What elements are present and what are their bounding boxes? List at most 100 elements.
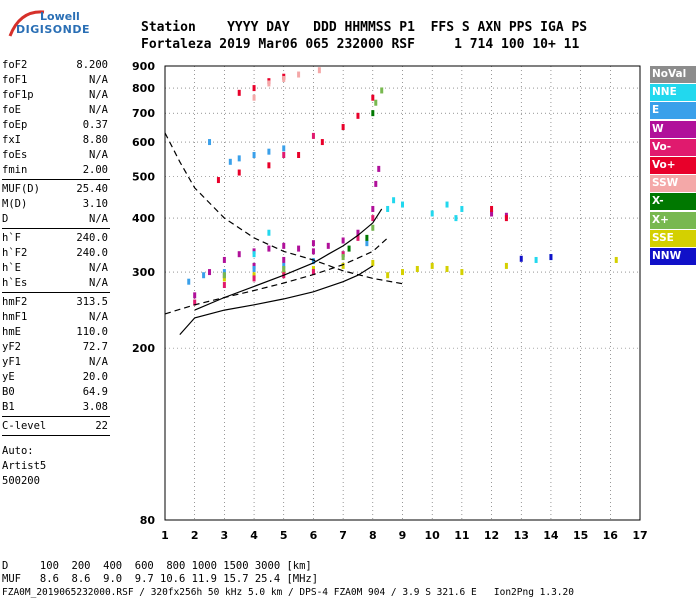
data-point — [534, 256, 538, 263]
param-row-hmf1: hmF1 N/A — [2, 310, 110, 325]
data-point — [282, 75, 286, 82]
data-point — [320, 139, 324, 146]
data-point — [504, 262, 508, 269]
legend-item-noval: NoVal — [650, 66, 696, 83]
data-point — [252, 262, 256, 269]
param-row-fof1: foF1 N/A — [2, 73, 110, 88]
data-point — [386, 272, 390, 279]
y-tick-label: 800 — [132, 82, 155, 95]
y-tick-label: 900 — [132, 60, 155, 73]
param-value: 72.7 — [82, 341, 108, 353]
data-point — [252, 265, 256, 272]
data-point — [415, 265, 419, 272]
data-point — [267, 245, 271, 252]
data-point — [208, 269, 212, 276]
data-point — [614, 256, 618, 263]
data-point — [371, 215, 375, 222]
param-label: foF2 — [2, 59, 28, 71]
data-point — [252, 85, 256, 92]
data-point — [208, 139, 212, 146]
data-point — [282, 242, 286, 249]
data-point — [374, 99, 378, 106]
legend-item-x-: X- — [650, 193, 696, 211]
data-point — [252, 251, 256, 258]
data-point — [311, 258, 315, 265]
plot-frame — [164, 65, 641, 521]
data-point — [202, 272, 206, 279]
data-point — [282, 145, 286, 152]
y-tick-label: 600 — [132, 136, 155, 149]
data-point — [311, 248, 315, 255]
separator — [2, 179, 110, 180]
param-value: N/A — [89, 149, 108, 161]
data-point — [252, 151, 256, 158]
data-point — [311, 269, 315, 276]
param-row-mufd: MUF(D) 25.40 — [2, 182, 110, 197]
data-point — [222, 272, 226, 279]
data-point — [317, 67, 321, 74]
data-point — [430, 210, 434, 217]
trace-curve — [179, 265, 374, 335]
profile-curve-dashed — [164, 132, 403, 285]
data-point — [341, 237, 345, 244]
data-point — [282, 151, 286, 158]
param-value: 313.5 — [76, 296, 108, 308]
profile-curve-dashed — [164, 237, 389, 315]
param-label: M(D) — [2, 198, 28, 210]
param-value: N/A — [89, 213, 108, 225]
param-value: 3.10 — [82, 198, 108, 210]
file-info-row: FZA0M_2019065232000.RSF / 320fx256h 50 k… — [2, 587, 574, 598]
data-point — [374, 180, 378, 187]
param-value: 22 — [95, 420, 108, 432]
data-point — [282, 269, 286, 276]
trace-curve — [194, 208, 383, 311]
param-row-ye: yE 20.0 — [2, 370, 110, 385]
data-point — [282, 256, 286, 263]
param-label: h`Es — [2, 277, 28, 289]
separator — [2, 292, 110, 293]
x-tick-label: 10 — [425, 529, 441, 542]
data-point — [252, 94, 256, 101]
param-row-md: M(D) 3.10 — [2, 197, 110, 212]
y-tick-label: 400 — [132, 212, 155, 225]
x-tick-label: 12 — [484, 529, 499, 542]
logo-swoosh-icon — [8, 10, 45, 37]
param-label: B0 — [2, 386, 15, 398]
param-value: N/A — [89, 356, 108, 368]
param-value: 20.0 — [82, 371, 108, 383]
logo-lowell: Lowell — [40, 10, 80, 23]
param-row-fmin: fmin 2.00 — [2, 163, 110, 178]
param-label: C-level — [2, 420, 47, 432]
data-point — [237, 155, 241, 162]
param-row-yf2: yF2 72.7 — [2, 340, 110, 355]
data-point — [267, 229, 271, 236]
param-row-foes: foEs N/A — [2, 148, 110, 163]
param-row-fof1p: foF1p N/A — [2, 88, 110, 103]
data-point — [356, 112, 360, 119]
separator — [2, 228, 110, 229]
param-label: MUF(D) — [2, 183, 40, 195]
data-point — [519, 255, 523, 262]
param-row-fof2: foF2 8.200 — [2, 58, 110, 73]
param-value: N/A — [89, 262, 108, 274]
param-value: N/A — [89, 89, 108, 101]
data-point — [252, 272, 256, 279]
y-tick-label: 300 — [132, 266, 155, 279]
data-point — [297, 71, 301, 78]
data-point — [222, 269, 226, 276]
data-point — [193, 292, 197, 299]
param-value: 2.00 — [82, 164, 108, 176]
separator — [2, 416, 110, 417]
x-tick-label: 1 — [161, 529, 169, 542]
legend-item-vo-: Vo- — [650, 138, 696, 156]
param-row-foep: foEp 0.37 — [2, 118, 110, 133]
param-label: foEp — [2, 119, 28, 131]
param-value: 240.0 — [76, 247, 108, 259]
data-point — [282, 262, 286, 269]
param-value: 64.9 — [82, 386, 108, 398]
param-row-hme: hmE 110.0 — [2, 325, 110, 340]
auto-program: Artist5 — [2, 460, 47, 472]
data-point — [380, 87, 384, 94]
data-point — [267, 80, 271, 87]
